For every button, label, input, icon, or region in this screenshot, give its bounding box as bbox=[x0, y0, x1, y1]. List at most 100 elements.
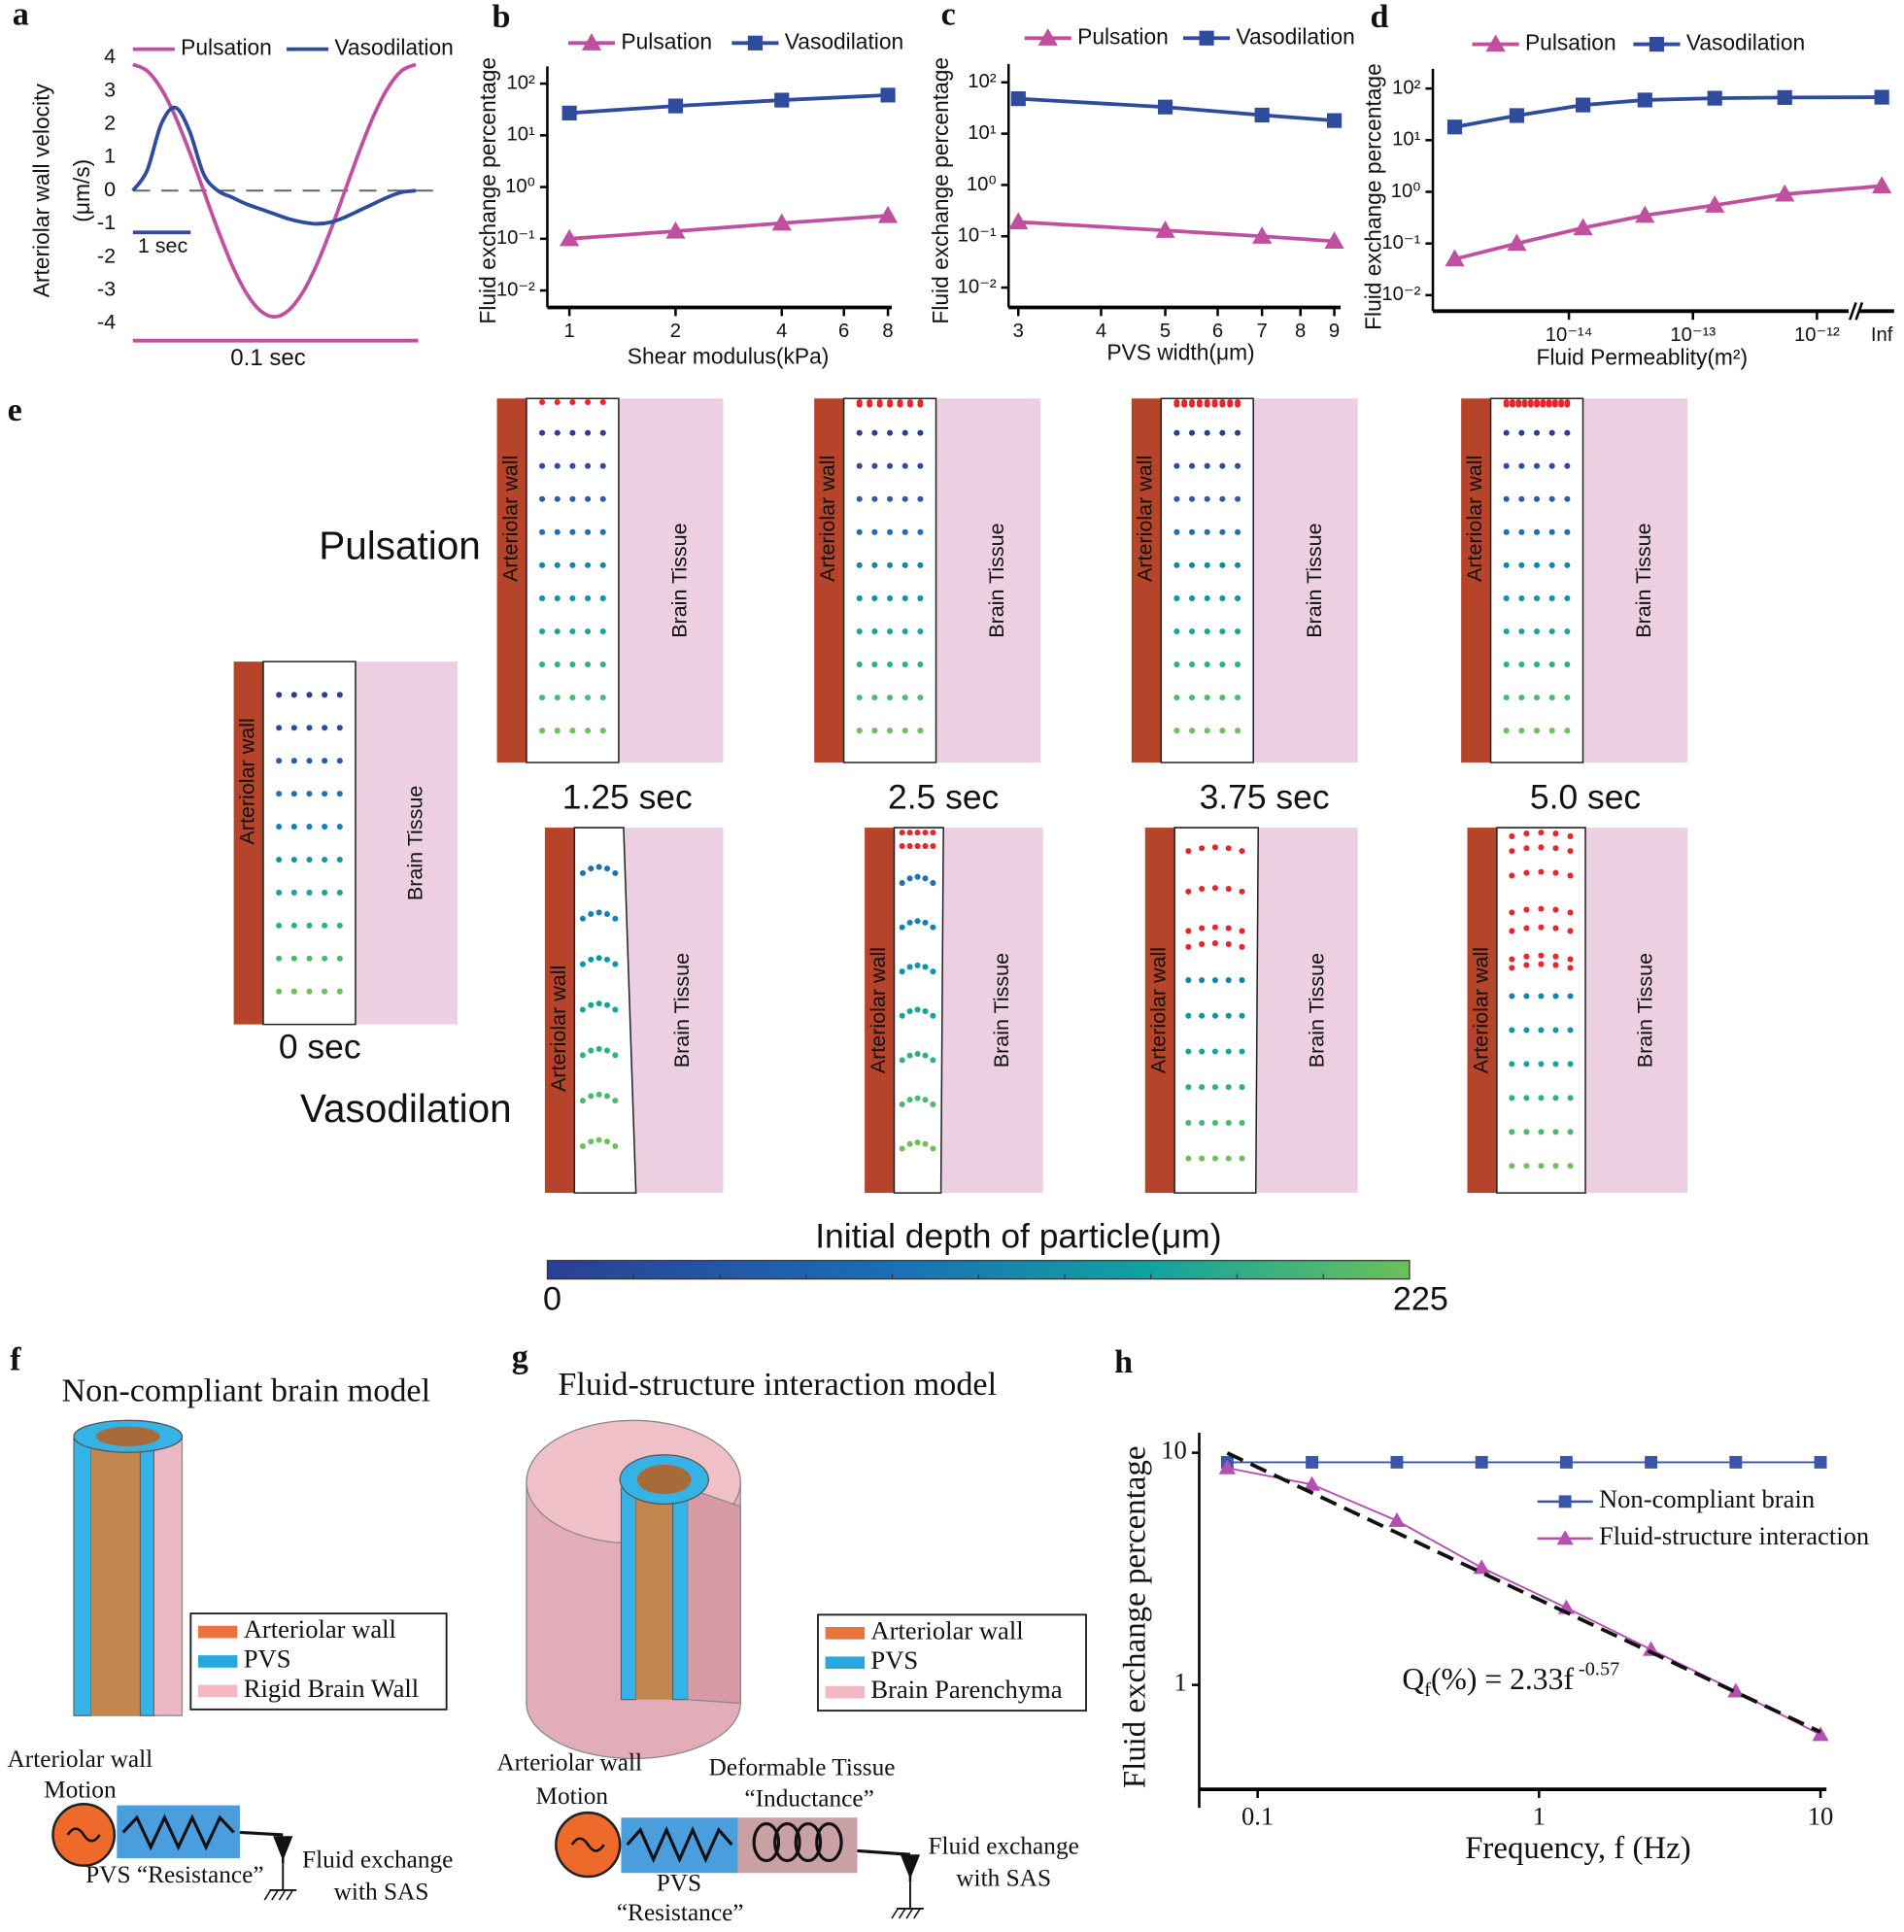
particle bbox=[1185, 1119, 1192, 1126]
particle bbox=[901, 561, 908, 568]
particle bbox=[603, 1001, 611, 1008]
particle bbox=[1567, 832, 1574, 839]
particle bbox=[901, 462, 908, 469]
cut-face bbox=[687, 1487, 741, 1705]
particle bbox=[1523, 1027, 1530, 1034]
marker bbox=[667, 98, 684, 114]
panel-letter: h bbox=[1114, 1344, 1133, 1380]
particle bbox=[1503, 627, 1510, 635]
particle bbox=[1552, 906, 1559, 913]
particle bbox=[1189, 462, 1196, 469]
marker bbox=[1812, 1726, 1829, 1742]
particle bbox=[1509, 872, 1515, 879]
particle bbox=[306, 692, 313, 698]
particle bbox=[901, 495, 908, 502]
arteriolar-wall bbox=[1131, 398, 1162, 763]
particle bbox=[585, 627, 592, 635]
y-tick-label: 0 bbox=[104, 178, 116, 201]
marker bbox=[1010, 91, 1026, 107]
particle bbox=[1518, 627, 1525, 635]
particle bbox=[1225, 925, 1232, 932]
marker bbox=[1705, 195, 1725, 213]
arrow bbox=[900, 1854, 921, 1880]
particle bbox=[1527, 401, 1534, 408]
particle bbox=[595, 1000, 602, 1007]
pvs bbox=[1173, 827, 1260, 1194]
particle bbox=[276, 758, 283, 764]
particle bbox=[1185, 943, 1192, 950]
particle bbox=[1533, 462, 1541, 469]
particle bbox=[290, 856, 297, 864]
particle bbox=[599, 561, 606, 568]
particle bbox=[917, 401, 924, 408]
particle bbox=[1189, 401, 1196, 408]
fit-equation-part: -0.57 bbox=[1574, 1658, 1619, 1679]
particle bbox=[922, 843, 929, 850]
particle bbox=[1552, 1061, 1559, 1068]
fit-line bbox=[1226, 1451, 1821, 1734]
particle bbox=[887, 429, 894, 436]
row-label: Vasodilation bbox=[300, 1086, 512, 1131]
particle bbox=[322, 791, 328, 797]
particle bbox=[871, 695, 878, 701]
particle bbox=[1509, 909, 1515, 916]
particle bbox=[856, 728, 863, 734]
particle bbox=[1225, 1119, 1232, 1126]
particle bbox=[1219, 528, 1226, 535]
particle bbox=[290, 692, 297, 698]
particle bbox=[1211, 1155, 1218, 1162]
panel-letter: b bbox=[492, 0, 510, 35]
wall-label: Arteriolar wall bbox=[1469, 947, 1492, 1073]
particle bbox=[1189, 695, 1196, 701]
marker bbox=[1485, 34, 1506, 52]
particle bbox=[1538, 1095, 1545, 1102]
particle bbox=[1239, 928, 1245, 934]
particle bbox=[569, 561, 576, 568]
particle bbox=[1538, 1163, 1545, 1169]
particle bbox=[554, 462, 561, 469]
particle bbox=[901, 594, 908, 601]
particle bbox=[554, 398, 561, 406]
particle bbox=[1235, 695, 1241, 701]
particle bbox=[914, 843, 921, 850]
wall-label: Arteriolar wall bbox=[1463, 456, 1486, 582]
particle bbox=[856, 695, 863, 701]
particle bbox=[322, 856, 328, 864]
series-line bbox=[1454, 95, 1785, 129]
particle bbox=[914, 1139, 921, 1146]
arteriolar-wall bbox=[1461, 398, 1491, 763]
legend-swatch bbox=[825, 1627, 866, 1640]
resistance bbox=[621, 1817, 738, 1874]
particle bbox=[1503, 728, 1510, 734]
particle bbox=[579, 1052, 586, 1059]
source-wave bbox=[66, 1827, 101, 1843]
particle bbox=[1219, 401, 1226, 408]
particle bbox=[1173, 429, 1180, 436]
particle bbox=[899, 880, 905, 887]
particle bbox=[930, 843, 936, 850]
particle bbox=[856, 429, 863, 436]
particle bbox=[1564, 429, 1571, 436]
particle bbox=[1225, 940, 1232, 948]
particle bbox=[917, 429, 924, 436]
legend-label: Vasodilation bbox=[1686, 30, 1805, 55]
marker bbox=[1558, 1495, 1572, 1508]
particle bbox=[599, 398, 606, 406]
legend-label: Vasodilation bbox=[1236, 23, 1354, 49]
particle bbox=[1548, 561, 1555, 568]
particle bbox=[1518, 429, 1525, 436]
particle bbox=[1185, 928, 1192, 934]
particle bbox=[1189, 728, 1196, 734]
marker bbox=[1475, 1455, 1488, 1469]
marker bbox=[1643, 1641, 1660, 1656]
particle bbox=[539, 728, 546, 734]
particle bbox=[1523, 830, 1530, 837]
particle bbox=[290, 889, 297, 896]
particle bbox=[930, 830, 936, 836]
tissue-label: Brain Tissue bbox=[1633, 953, 1656, 1068]
x-tick-label: 6 bbox=[838, 321, 849, 342]
particle bbox=[539, 561, 546, 568]
particle bbox=[1567, 993, 1574, 1000]
particle bbox=[1518, 728, 1525, 734]
particle bbox=[1173, 728, 1180, 734]
